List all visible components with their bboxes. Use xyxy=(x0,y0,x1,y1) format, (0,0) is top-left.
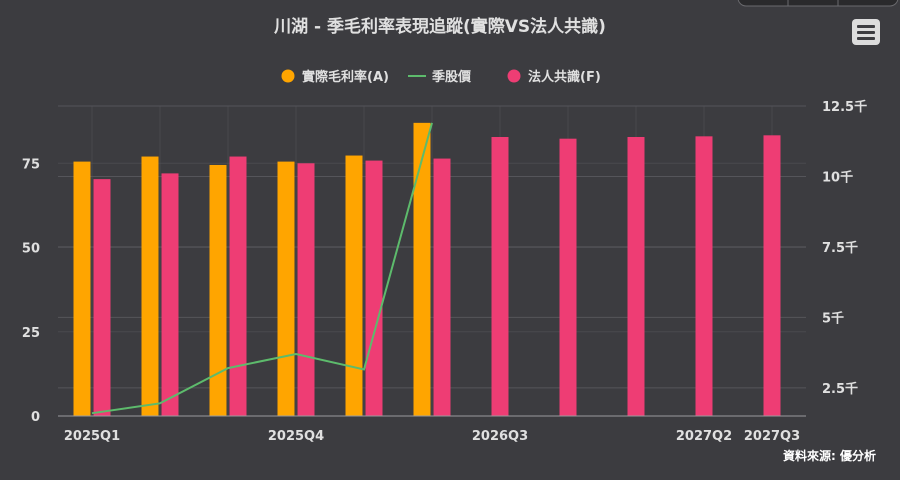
source-note: 資料來源: 優分析 xyxy=(783,448,876,463)
y-left-tick-label: 25 xyxy=(22,326,40,341)
y-left-tick-label: 75 xyxy=(22,157,40,172)
bar-actual-margin xyxy=(209,164,227,416)
price-line-path xyxy=(91,122,433,415)
hamburger-menu-icon[interactable] xyxy=(852,19,880,45)
legend-item-label[interactable]: 實際毛利率(A) xyxy=(302,69,389,85)
bars xyxy=(73,122,781,417)
bar-consensus-margin xyxy=(365,160,383,416)
bar-consensus-margin xyxy=(93,179,111,416)
legend-dot-swatch xyxy=(281,69,295,83)
bar-actual-margin xyxy=(73,161,91,416)
axes: 2.5千 5千 7.5千 10千 12.5千 0 25 50 75 2025Q1 2025Q4 202… xyxy=(22,99,867,444)
bar-actual-margin xyxy=(277,161,295,416)
y-right-tick-label: 7.5千 xyxy=(822,240,858,256)
legend[interactable]: 實際毛利率(A) 季股價 法人共識(F) xyxy=(281,69,601,85)
bar-consensus-margin xyxy=(491,137,509,416)
y-right-tick-label: 5千 xyxy=(822,310,844,326)
legend-item-label[interactable]: 季股價 xyxy=(431,69,472,85)
menu-icon-bar xyxy=(857,25,875,28)
bar-consensus-margin xyxy=(695,136,713,416)
y-left-tick-label: 0 xyxy=(31,410,40,425)
bar-actual-margin xyxy=(345,155,363,417)
x-tick-label: 2025Q4 xyxy=(268,429,324,444)
chart-title: 川湖 - 季毛利率表現追蹤(實際VS法人共識) xyxy=(273,16,606,37)
bar-actual-margin xyxy=(141,156,159,417)
menu-icon-bar xyxy=(857,31,875,34)
toolbar-tabs[interactable] xyxy=(737,0,899,7)
toolbar-tab-bar[interactable] xyxy=(737,0,899,7)
bar-consensus-margin xyxy=(229,156,247,417)
x-tick-label: 2027Q2 xyxy=(676,429,732,444)
y-right-tick-label: 2.5千 xyxy=(822,381,858,397)
menu-icon-bar xyxy=(857,37,875,40)
y-left-tick-label: 50 xyxy=(22,242,40,257)
price-line xyxy=(91,122,433,415)
bar-consensus-margin xyxy=(433,158,451,416)
bar-consensus-margin xyxy=(297,163,315,416)
bar-consensus-margin xyxy=(559,138,577,416)
legend-dot-swatch xyxy=(507,69,521,83)
x-tick-label: 2025Q1 xyxy=(64,429,120,444)
x-tick-label: 2026Q3 xyxy=(472,429,528,444)
x-tick-label: 2027Q3 xyxy=(744,429,800,444)
bar-consensus-margin xyxy=(763,135,781,416)
bar-actual-margin xyxy=(413,122,431,416)
bar-consensus-margin xyxy=(161,173,179,416)
y-right-tick-label: 10千 xyxy=(822,169,853,185)
bar-consensus-margin xyxy=(627,137,645,416)
y-right-tick-label: 12.5千 xyxy=(822,99,867,115)
legend-item-label[interactable]: 法人共識(F) xyxy=(528,69,601,85)
